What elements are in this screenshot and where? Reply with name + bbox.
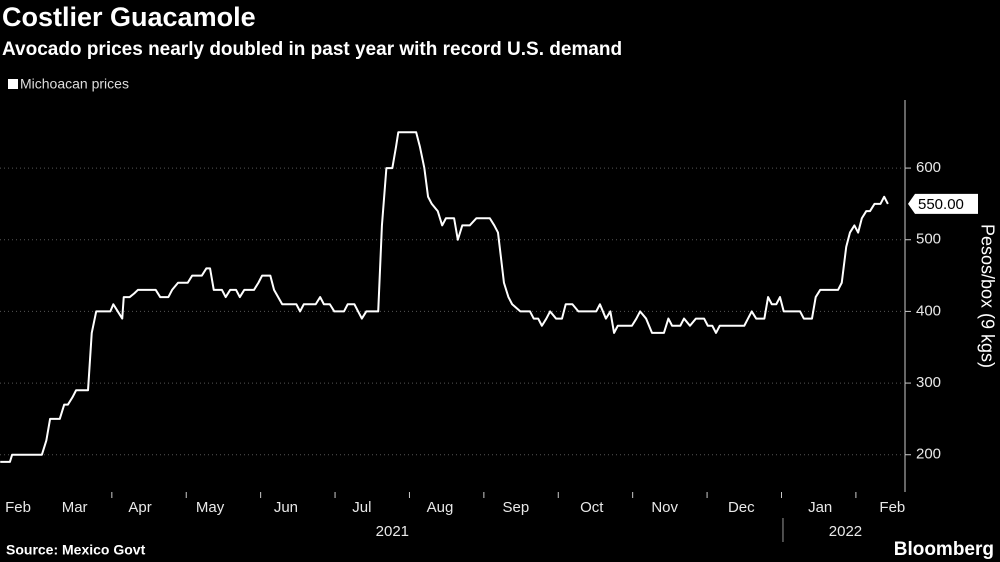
- chart-subtitle: Avocado prices nearly doubled in past ye…: [2, 39, 622, 60]
- x-tick-label: Jan: [808, 499, 832, 516]
- x-tick-label: Nov: [651, 499, 678, 516]
- x-tick-label: Mar: [62, 499, 88, 516]
- x-tick-label: Jun: [274, 499, 298, 516]
- year-label: 2022: [829, 523, 862, 540]
- x-tick-label: Jul: [352, 499, 371, 516]
- x-tick-label: Feb: [5, 499, 31, 516]
- value-label: 550.00: [918, 196, 964, 213]
- x-tick-label: Aug: [427, 499, 454, 516]
- y-tick-label: 300: [916, 374, 941, 391]
- legend-swatch: [8, 79, 18, 89]
- legend-label: Michoacan prices: [20, 76, 129, 92]
- x-tick-label: Sep: [503, 499, 530, 516]
- y-axis-label: Pesos/box (9 kgs): [977, 224, 997, 368]
- value-label-box: [908, 193, 978, 214]
- chart-title: Costlier Guacamole: [2, 2, 256, 32]
- y-tick-label: 500: [916, 231, 941, 248]
- source: Source: Mexico Govt: [6, 542, 146, 558]
- y-tick-label: 200: [916, 446, 941, 463]
- price-line: [0, 131, 889, 463]
- x-tick-label: May: [196, 499, 225, 516]
- x-tick-label: Apr: [128, 499, 151, 516]
- y-tick-label: 600: [916, 159, 941, 176]
- brand: Bloomberg: [894, 539, 994, 560]
- x-tick-label: Feb: [879, 499, 905, 516]
- x-tick-label: Dec: [728, 499, 755, 516]
- x-tick-label: Oct: [580, 499, 604, 516]
- y-tick-label: 400: [916, 302, 941, 319]
- year-label: 2021: [376, 523, 409, 540]
